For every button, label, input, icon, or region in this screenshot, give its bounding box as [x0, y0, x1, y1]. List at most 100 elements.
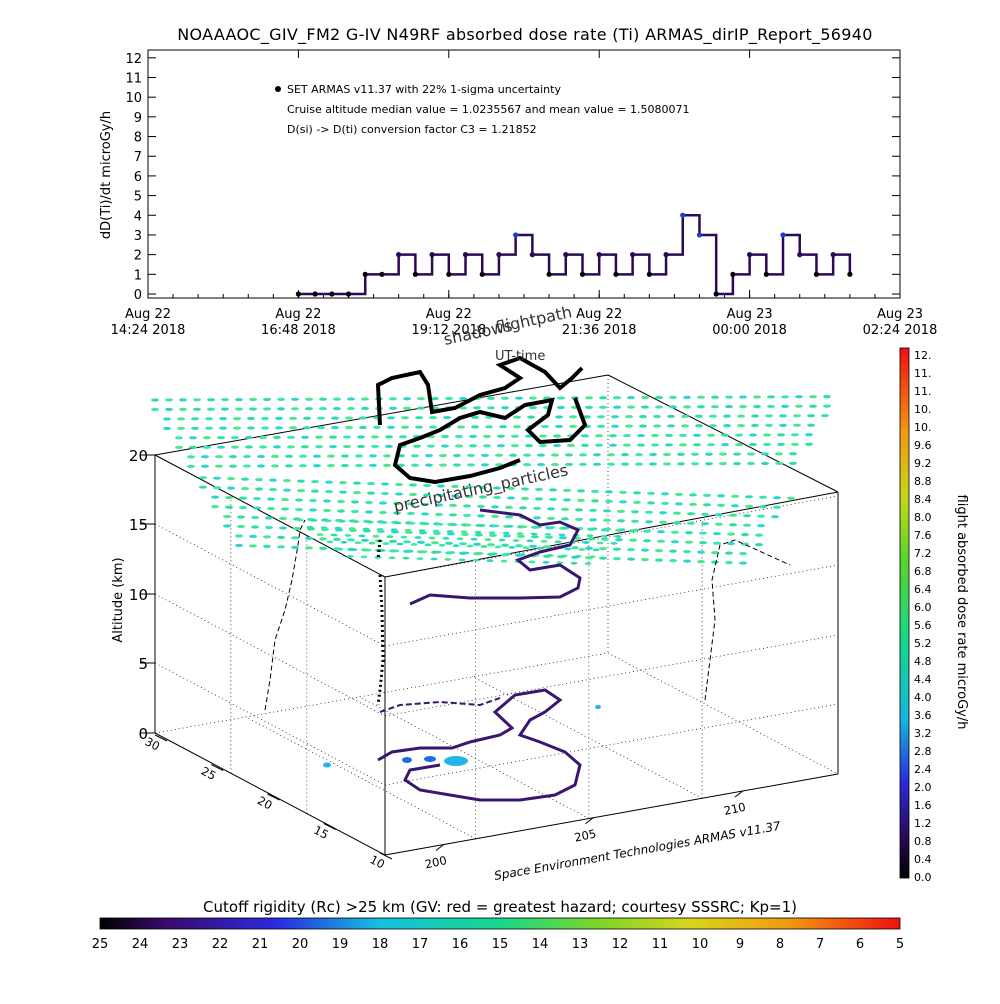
particle-dot	[446, 530, 454, 533]
x-tick-label: Aug 22	[426, 307, 472, 322]
particle-dot	[323, 508, 331, 513]
particle-dot	[509, 453, 517, 457]
particle-dot	[165, 398, 173, 402]
y-tick-label: 10	[125, 91, 142, 106]
particle-dot	[707, 443, 715, 447]
particle-dot	[669, 549, 677, 553]
particle-dot	[773, 496, 781, 500]
particle-dot	[685, 540, 693, 544]
data-point	[763, 271, 769, 277]
particle-dot	[472, 558, 480, 562]
y-tick-label: 11	[125, 71, 142, 86]
particle-dot	[421, 512, 429, 516]
grid-line	[358, 696, 590, 819]
rigidity-tick-label: 17	[412, 937, 429, 952]
particle-dot	[553, 434, 561, 438]
particle-dot	[521, 487, 529, 491]
particle-dot	[607, 453, 615, 457]
particle-dot	[709, 414, 717, 418]
particle-dot	[367, 481, 375, 486]
particle-dot	[635, 462, 643, 466]
particle-dot	[604, 527, 612, 531]
particle-dot	[237, 515, 245, 519]
data-point	[797, 252, 803, 258]
particle-dot	[751, 423, 759, 428]
data-point	[429, 252, 435, 258]
particle-dot	[336, 547, 344, 551]
particle-dot	[333, 537, 341, 541]
data-point	[379, 271, 385, 277]
colorbar-label: flight absorbed dose rate microGy/h	[954, 495, 969, 730]
grid-line	[154, 732, 386, 856]
particle-dot	[347, 406, 355, 411]
particle-dot	[657, 530, 665, 534]
data-point	[596, 252, 602, 258]
particle-dot	[697, 550, 705, 554]
particle-dot	[369, 463, 377, 468]
particle-dot	[703, 493, 711, 497]
particle-dot	[331, 416, 339, 420]
particle-dot	[476, 552, 484, 555]
lat-tick-label: 10	[368, 852, 387, 871]
particle-dot	[207, 398, 215, 402]
particle-dot	[505, 505, 513, 509]
particle-dot	[410, 543, 418, 546]
particle-dot	[723, 414, 731, 418]
particle-dot	[757, 514, 765, 518]
particle-dot	[463, 504, 471, 508]
particle-dot	[421, 502, 429, 507]
particle-dot	[677, 452, 685, 456]
particle-dot	[386, 535, 394, 539]
particle-dot	[739, 561, 747, 565]
particle-dot	[199, 485, 207, 489]
particle-dot	[593, 462, 601, 466]
data-point	[546, 271, 552, 277]
particle-dot	[547, 507, 555, 511]
particle-dot	[773, 505, 781, 509]
x-tick-label: 16:48 2018	[261, 323, 336, 338]
particle-dot	[295, 498, 303, 502]
particle-dot	[490, 552, 498, 556]
colorbar-tick-label: 7.2	[914, 547, 932, 560]
particle-dot	[267, 497, 275, 501]
particle-dot	[577, 498, 585, 503]
legend-line-2: Cruise altitude median value = 1.0235567…	[287, 103, 690, 116]
rigidity-tick-label: 24	[132, 937, 149, 952]
particle-dot	[659, 511, 667, 515]
particle-dot	[503, 534, 511, 538]
particle-dot	[383, 454, 391, 458]
particle-dot	[405, 530, 413, 534]
lat-tick	[211, 764, 224, 771]
particle-dot	[647, 491, 655, 495]
x-tick-label: 14:24 2018	[111, 323, 186, 338]
colorbar-tick-label: 7.6	[914, 529, 932, 542]
particle-dot	[277, 407, 285, 411]
particle-dot	[313, 464, 321, 468]
particle-dot	[395, 492, 403, 496]
particle-dot	[775, 452, 783, 456]
particle-dot	[249, 397, 257, 402]
particle-dot	[609, 434, 617, 438]
legend-line-3: D(si) -> D(ti) conversion factor C3 = 1.…	[287, 123, 537, 136]
particle-dot	[394, 521, 402, 525]
particle-dot	[385, 444, 393, 448]
particle-dot	[413, 444, 421, 448]
particle-dot	[563, 498, 571, 502]
particle-dot	[450, 523, 458, 527]
particle-dot	[711, 551, 719, 555]
particle-dot	[805, 442, 813, 446]
particle-dot	[597, 424, 605, 428]
flightpath-shadow-dashed	[379, 697, 501, 713]
particle-dot	[633, 500, 641, 504]
particle-dot	[239, 496, 247, 500]
y-tick-label: 4	[134, 209, 142, 224]
y-tick-label: 12	[125, 52, 142, 67]
particle-dot	[615, 538, 623, 542]
particle-dot	[555, 415, 563, 419]
particle-dot	[549, 497, 557, 502]
altitude-axis-label: Altitude (km)	[111, 557, 126, 642]
particle-dot	[469, 444, 477, 448]
colorbar-tick-label: 6.4	[914, 583, 932, 596]
particle-dot	[320, 526, 328, 530]
